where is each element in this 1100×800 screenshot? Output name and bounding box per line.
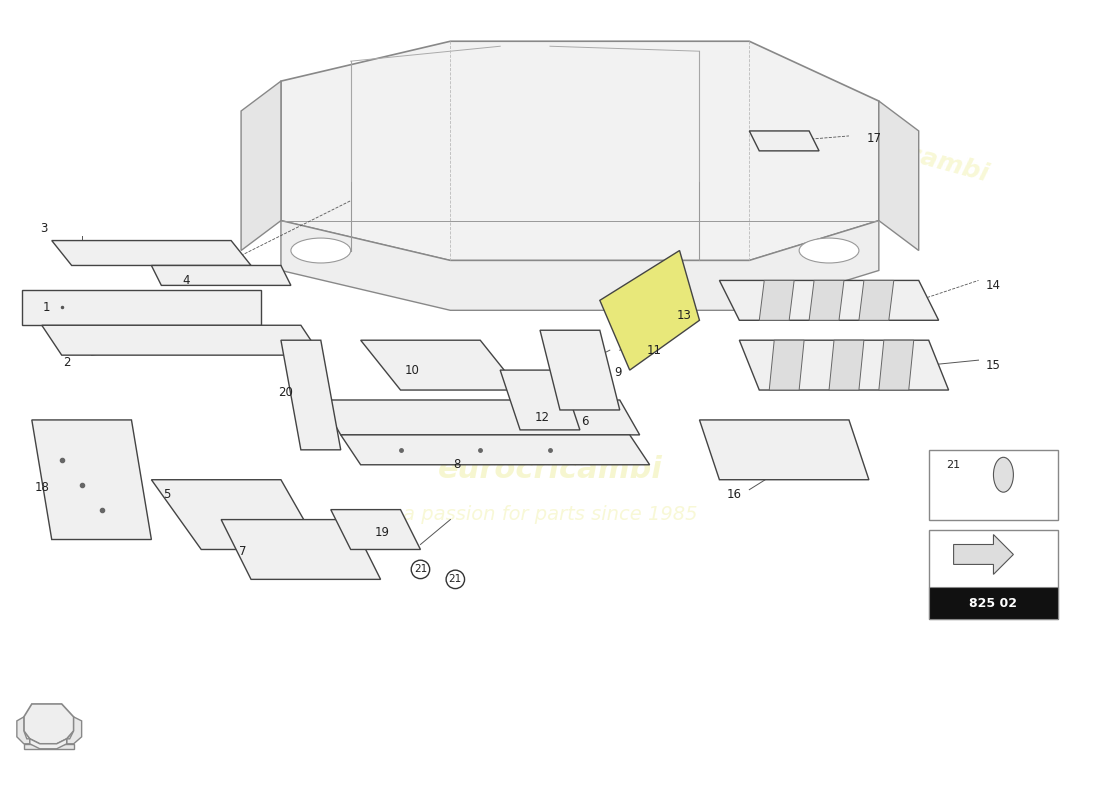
Polygon shape (859, 281, 894, 320)
Polygon shape (280, 340, 341, 450)
Text: 16: 16 (727, 488, 741, 501)
Text: 18: 18 (34, 481, 50, 494)
Text: 19: 19 (375, 526, 390, 539)
Text: 5: 5 (163, 488, 170, 501)
Polygon shape (954, 534, 1013, 574)
Text: 21: 21 (946, 460, 960, 470)
Polygon shape (600, 250, 700, 370)
Text: a passion for parts since 1985: a passion for parts since 1985 (403, 505, 697, 524)
Polygon shape (700, 420, 869, 480)
Text: 4: 4 (183, 274, 190, 287)
Text: 14: 14 (986, 279, 1001, 292)
Polygon shape (280, 42, 879, 261)
Polygon shape (749, 131, 820, 151)
Polygon shape (829, 340, 864, 390)
Text: 7: 7 (240, 545, 246, 558)
Polygon shape (331, 510, 420, 550)
Polygon shape (769, 340, 804, 390)
Polygon shape (221, 519, 381, 579)
Ellipse shape (799, 238, 859, 263)
Text: 8: 8 (453, 458, 461, 471)
Text: eurocricambi: eurocricambi (438, 455, 662, 484)
FancyBboxPatch shape (928, 530, 1058, 619)
Text: 15: 15 (986, 358, 1001, 372)
Polygon shape (32, 420, 152, 539)
Polygon shape (30, 739, 67, 749)
Text: 3: 3 (40, 222, 47, 235)
Text: 11: 11 (647, 344, 662, 357)
Polygon shape (16, 717, 30, 744)
Polygon shape (67, 717, 81, 744)
Text: 9: 9 (614, 366, 622, 378)
Polygon shape (739, 340, 948, 390)
Text: 1: 1 (43, 301, 51, 314)
Text: 13: 13 (678, 309, 692, 322)
Text: 6: 6 (581, 415, 589, 429)
FancyBboxPatch shape (928, 587, 1058, 619)
Text: 825 02: 825 02 (969, 597, 1018, 610)
Polygon shape (540, 330, 619, 410)
Polygon shape (42, 326, 321, 355)
Polygon shape (341, 435, 650, 465)
Polygon shape (152, 480, 321, 550)
Polygon shape (52, 241, 251, 266)
Text: 20: 20 (278, 386, 294, 398)
Ellipse shape (993, 458, 1013, 492)
Text: 21: 21 (414, 565, 427, 574)
Polygon shape (500, 370, 580, 430)
Text: 21: 21 (449, 574, 462, 584)
Polygon shape (759, 281, 794, 320)
Polygon shape (280, 221, 879, 310)
Text: 17: 17 (867, 133, 881, 146)
Polygon shape (24, 744, 74, 749)
Polygon shape (719, 281, 938, 320)
Polygon shape (24, 704, 74, 744)
Polygon shape (22, 290, 261, 326)
Text: eurocricambi: eurocricambi (806, 115, 991, 186)
FancyBboxPatch shape (928, 450, 1058, 519)
Polygon shape (361, 340, 520, 390)
Polygon shape (241, 81, 280, 250)
Text: 10: 10 (405, 364, 420, 377)
Polygon shape (321, 400, 640, 435)
Polygon shape (152, 266, 290, 286)
Ellipse shape (290, 238, 351, 263)
Text: 12: 12 (535, 411, 550, 425)
Polygon shape (810, 281, 844, 320)
Text: 2: 2 (63, 356, 70, 369)
Polygon shape (879, 340, 914, 390)
Polygon shape (879, 101, 918, 250)
